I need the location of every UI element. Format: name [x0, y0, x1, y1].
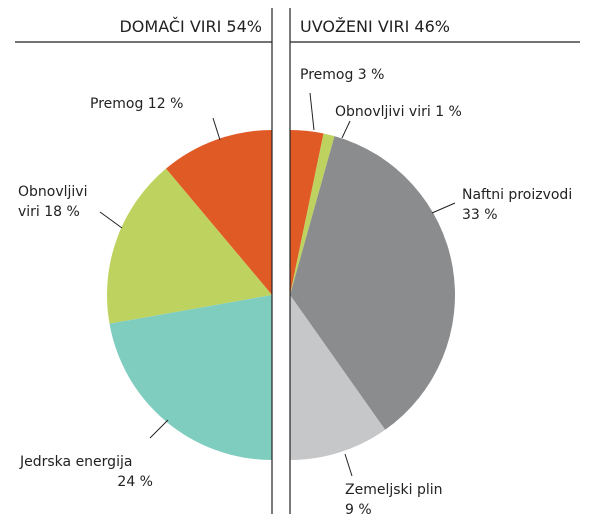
chart-title: DOMAČI VIRI 54% — [119, 17, 262, 36]
data-label: 9 % — [345, 502, 372, 514]
data-label: 33 % — [462, 207, 498, 223]
chart-title: UVOŽENI VIRI 46% — [300, 17, 450, 36]
pie-slice — [107, 168, 272, 324]
data-label: viri 18 % — [18, 204, 80, 220]
leader-line — [99, 211, 123, 229]
data-label: 24 % — [117, 474, 153, 490]
pie-slice — [290, 133, 335, 295]
data-label: Zemeljski plin — [345, 482, 443, 498]
pie-slice — [290, 136, 455, 430]
data-label: Naftni proizvodi — [462, 187, 572, 203]
pie-slice — [290, 295, 386, 460]
leader-line — [309, 92, 315, 131]
pie-slice — [165, 130, 272, 295]
pie-slice — [109, 295, 273, 461]
leader-line — [149, 419, 169, 439]
leader-line — [212, 117, 221, 141]
leader-line — [344, 453, 353, 477]
data-label: Obnovljivi viri 1 % — [335, 104, 462, 120]
leader-line — [341, 120, 351, 139]
data-label: Obnovljivi — [18, 184, 87, 200]
pie-slice — [290, 130, 324, 295]
data-label: Jedrska energija — [19, 454, 132, 470]
data-label: Premog 3 % — [300, 67, 384, 83]
data-label: Premog 12 % — [90, 96, 183, 112]
leader-line — [431, 202, 456, 214]
